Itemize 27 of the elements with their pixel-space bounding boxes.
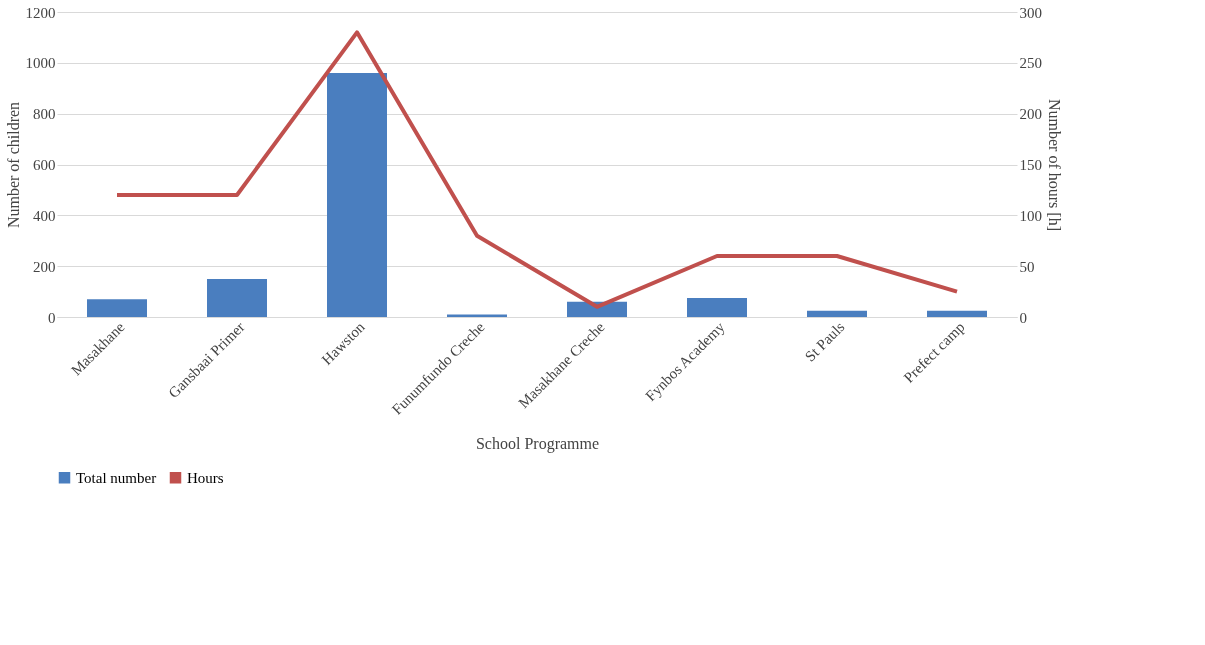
bar: [207, 278, 267, 317]
y-axis-title: Number of children: [4, 101, 22, 229]
bar: [807, 310, 867, 317]
y2-tick-label: 150: [1019, 157, 1042, 173]
y-tick-label: 0: [48, 309, 56, 326]
y-tick-label: 1000: [25, 55, 56, 72]
bar: [927, 310, 987, 317]
y2-tick-label: 300: [1019, 4, 1042, 21]
y2-tick-label: 250: [1019, 55, 1042, 72]
legend-label: Total number: [76, 469, 157, 486]
bar: [87, 299, 147, 317]
bar: [447, 314, 507, 317]
y2-tick-label: 50: [1019, 258, 1035, 275]
bar: [687, 297, 747, 317]
y-tick-label: 200: [33, 258, 56, 275]
y-tick-label: 800: [33, 106, 56, 123]
y-tick-label: 1200: [25, 4, 56, 21]
bar: [327, 73, 387, 317]
y2-tick-label: 100: [1019, 207, 1042, 224]
x-axis-title: School Programme: [475, 434, 600, 453]
legend-label: Hours: [187, 469, 224, 486]
y2-tick-label: 200: [1019, 106, 1042, 123]
y-tick-label: 400: [33, 207, 56, 224]
y2-axis-title: Number of hours [h]: [1046, 99, 1063, 231]
line-series: [115, 30, 959, 309]
y-tick-label: 600: [33, 157, 56, 173]
y2-tick-label: 0: [1019, 309, 1027, 326]
